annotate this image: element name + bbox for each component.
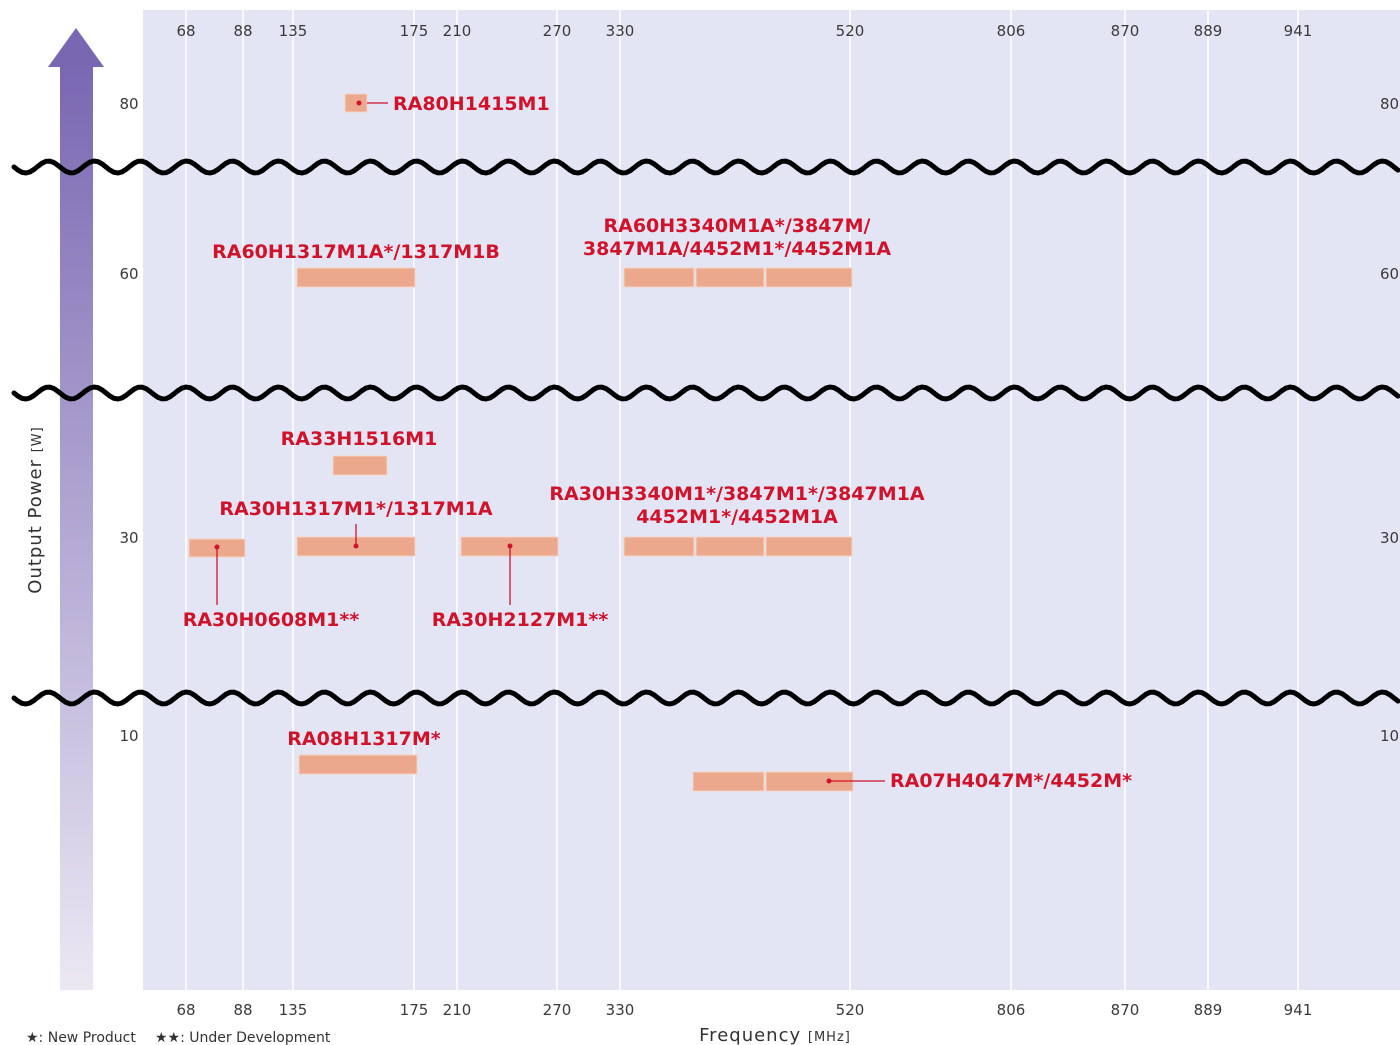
x-tick-top-210: 210 bbox=[443, 22, 472, 40]
power-axis-arrow bbox=[48, 28, 104, 990]
bar-ra60h1317m1a-seg1 bbox=[296, 267, 416, 288]
y-tick-left-30: 30 bbox=[119, 529, 138, 547]
x-tick-top-88: 88 bbox=[233, 22, 252, 40]
y-tick-left-80: 80 bbox=[119, 95, 138, 113]
axis-break-line-3 bbox=[11, 689, 1400, 707]
axis-break-line-2 bbox=[11, 384, 1400, 402]
label-ra60h3340m1a-line2: 3847M1A/4452M1*/4452M1A bbox=[583, 238, 892, 260]
y-axis-unit: [W] bbox=[30, 426, 45, 452]
x-tick-top-889: 889 bbox=[1194, 22, 1223, 40]
y-tick-labels-left: 80 60 30 10 bbox=[119, 95, 138, 745]
x-tick-bottom-806: 806 bbox=[997, 1001, 1026, 1019]
x-tick-top-135: 135 bbox=[279, 22, 308, 40]
bar-ra30h3340m1-seg3 bbox=[765, 536, 853, 557]
x-axis-unit: [MHz] bbox=[808, 1030, 851, 1045]
x-tick-bottom-135: 135 bbox=[279, 1001, 308, 1019]
x-tick-top-870: 870 bbox=[1111, 22, 1140, 40]
x-tick-top-68: 68 bbox=[176, 22, 195, 40]
x-tick-bottom-889: 889 bbox=[1194, 1001, 1223, 1019]
power-arrow-head bbox=[48, 28, 104, 67]
label-ra30h2127m1: RA30H2127M1** bbox=[432, 609, 609, 631]
bar-ra60h3340m1a-seg1 bbox=[623, 267, 695, 288]
x-axis-label: Frequency bbox=[699, 1025, 801, 1045]
bar-ra30h3340m1-seg2 bbox=[695, 536, 765, 557]
label-ra33h1516m1: RA33H1516M1 bbox=[281, 428, 438, 450]
y-axis-label: Output Power bbox=[25, 459, 46, 594]
product-labels: RA80H1415M1 RA60H1317M1A*/1317M1B RA60H334… bbox=[183, 93, 1132, 792]
marker-ra80h1415m1 bbox=[356, 100, 362, 106]
bar-ra07h4047m-seg1 bbox=[692, 771, 765, 792]
x-tick-bottom-870: 870 bbox=[1111, 1001, 1140, 1019]
bar-ra60h3340m1a-seg2 bbox=[695, 267, 765, 288]
x-tick-labels-top: 68 88 135 175 210 270 330 520 806 870 889 941 bbox=[176, 22, 1312, 40]
x-tick-bottom-68: 68 bbox=[176, 1001, 195, 1019]
x-tick-bottom-520: 520 bbox=[836, 1001, 865, 1019]
x-tick-top-175: 175 bbox=[400, 22, 429, 40]
x-tick-top-330: 330 bbox=[606, 22, 635, 40]
y-tick-right-60: 60 bbox=[1380, 265, 1399, 283]
label-ra07h4047m: RA07H4047M*/4452M* bbox=[890, 770, 1132, 792]
label-ra30h3340m1-line2: 4452M1*/4452M1A bbox=[636, 506, 838, 528]
marker-ra30h1317m1 bbox=[353, 543, 359, 549]
x-tick-labels-bottom: 68 88 135 175 210 270 330 520 806 870 889 941 bbox=[176, 1001, 1312, 1019]
x-tick-top-520: 520 bbox=[836, 22, 865, 40]
label-ra08h1317m: RA08H1317M* bbox=[287, 728, 440, 750]
y-tick-left-60: 60 bbox=[119, 265, 138, 283]
label-ra60h3340m1a-line1: RA60H3340M1A*/3847M/ bbox=[604, 215, 871, 237]
label-ra30h0608m1: RA30H0608M1** bbox=[183, 609, 360, 631]
y-axis-title: Output Power [W] bbox=[25, 426, 46, 593]
label-ra30h1317m1: RA30H1317M1*/1317M1A bbox=[219, 498, 493, 520]
y-tick-right-10: 10 bbox=[1380, 727, 1399, 745]
x-tick-top-270: 270 bbox=[543, 22, 572, 40]
bar-ra08h1317m-seg1 bbox=[298, 754, 418, 775]
y-tick-right-30: 30 bbox=[1380, 529, 1399, 547]
x-tick-bottom-330: 330 bbox=[606, 1001, 635, 1019]
label-ra80h1415m1: RA80H1415M1 bbox=[393, 93, 550, 115]
marker-ra30h2127m1 bbox=[507, 543, 513, 549]
x-tick-bottom-88: 88 bbox=[233, 1001, 252, 1019]
marker-ra07h4047m bbox=[826, 778, 832, 784]
x-tick-top-941: 941 bbox=[1284, 22, 1313, 40]
product-bars bbox=[188, 93, 854, 792]
y-tick-labels-right: 80 60 30 10 bbox=[1380, 95, 1399, 745]
label-leader-lines bbox=[214, 100, 885, 784]
axis-break-lines bbox=[11, 158, 1400, 707]
bar-ra33h1516m1-seg1 bbox=[332, 455, 388, 476]
bar-ra60h3340m1a-seg3 bbox=[765, 267, 853, 288]
x-tick-bottom-270: 270 bbox=[543, 1001, 572, 1019]
y-tick-right-80: 80 bbox=[1380, 95, 1399, 113]
x-tick-bottom-175: 175 bbox=[400, 1001, 429, 1019]
label-ra60h1317m1a: RA60H1317M1A*/1317M1B bbox=[212, 241, 500, 263]
axis-break-line-1 bbox=[11, 158, 1400, 176]
bar-ra30h3340m1-seg1 bbox=[623, 536, 695, 557]
y-tick-left-10: 10 bbox=[119, 727, 138, 745]
x-axis-title: Frequency [MHz] bbox=[699, 1025, 851, 1045]
x-tick-bottom-210: 210 bbox=[443, 1001, 472, 1019]
bar-ra80h1415m1-seg1 bbox=[344, 93, 368, 113]
legend-under-development: ★★: Under Development bbox=[155, 1030, 331, 1045]
label-ra30h3340m1-line1: RA30H3340M1*/3847M1*/3847M1A bbox=[549, 483, 924, 505]
legend-new-product: ★: New Product bbox=[26, 1030, 136, 1045]
power-arrow-shaft bbox=[60, 66, 93, 990]
x-tick-top-806: 806 bbox=[997, 22, 1026, 40]
x-tick-bottom-941: 941 bbox=[1284, 1001, 1313, 1019]
marker-ra30h0608m1 bbox=[214, 544, 220, 550]
